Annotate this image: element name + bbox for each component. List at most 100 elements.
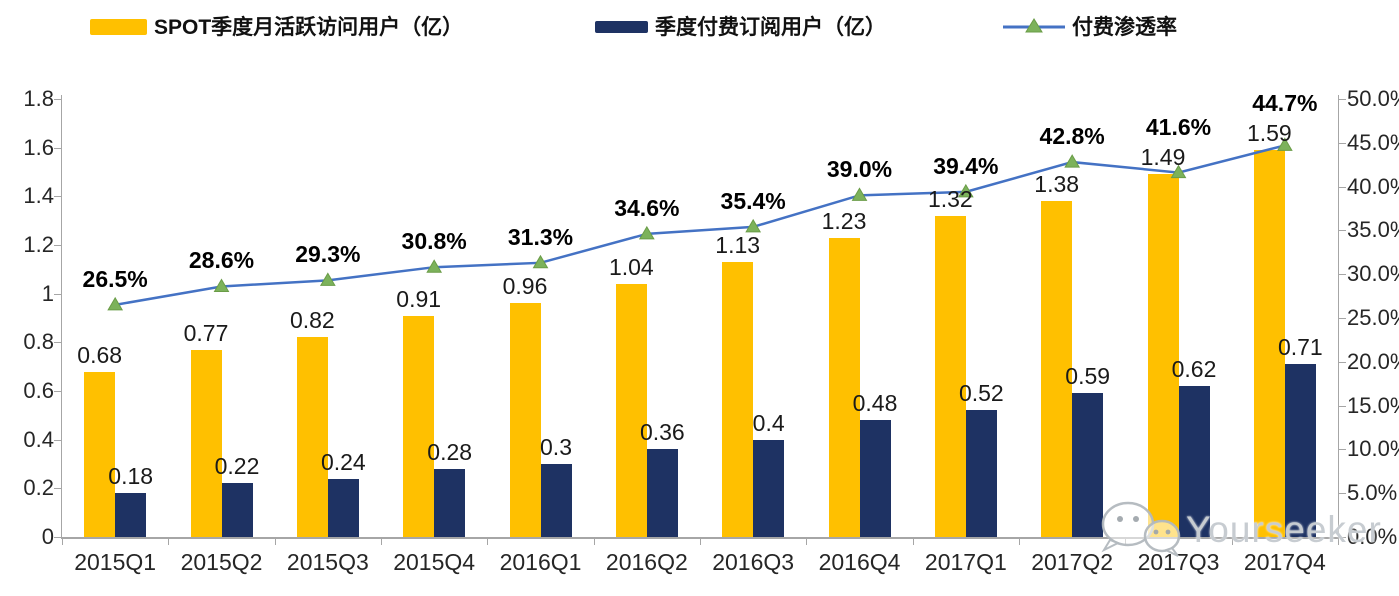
x-tick-label: 2016Q1 xyxy=(499,549,582,575)
x-axis-tick xyxy=(1019,537,1020,545)
bar-subs xyxy=(115,493,147,537)
y-right-tick-label: 0.0% xyxy=(1347,524,1398,549)
bar-subs xyxy=(753,439,785,537)
penetration-marker xyxy=(851,187,868,201)
bar-label-mau: 1.32 xyxy=(927,185,973,212)
bar-mau xyxy=(509,303,541,537)
y-right-tick xyxy=(1338,186,1346,188)
bar-subs xyxy=(221,483,253,537)
bar-label-mau: 0.77 xyxy=(183,319,229,346)
penetration-label: 39.4% xyxy=(933,152,999,179)
penetration-marker xyxy=(532,254,549,269)
legend-label-subs: 季度付费订阅用户（亿） xyxy=(655,15,886,39)
bar-label-mau: 1.49 xyxy=(1140,144,1186,171)
legend-label-mau: SPOT季度月活跃访问用户（亿） xyxy=(154,15,464,39)
x-tick-label: 2015Q1 xyxy=(74,549,157,575)
y-right-tick xyxy=(1338,493,1346,495)
bar-label-subs: 0.18 xyxy=(108,463,154,490)
bar-mau xyxy=(828,237,860,537)
penetration-marker xyxy=(1064,154,1081,168)
bar-label-subs: 0.62 xyxy=(1171,356,1217,383)
bar-label-subs: 0.52 xyxy=(958,380,1004,407)
y-axis-left xyxy=(61,95,62,538)
x-axis-tick xyxy=(62,537,63,545)
x-tick-label: 2015Q2 xyxy=(180,549,263,575)
bar-label-subs: 0.28 xyxy=(427,438,473,465)
y-left-tick-label: 0.6 xyxy=(23,378,54,403)
x-tick-label: 2016Q4 xyxy=(818,549,901,575)
y-left-tick xyxy=(54,99,62,100)
y-left-tick xyxy=(54,293,62,295)
penetration-label: 26.5% xyxy=(82,265,148,292)
bar-subs xyxy=(1284,364,1316,537)
y-left-tick xyxy=(54,196,62,198)
x-axis-tick xyxy=(1338,537,1339,545)
legend-swatch-subs-bar xyxy=(595,21,648,33)
x-tick-label: 2017Q3 xyxy=(1137,549,1220,575)
x-tick-label: 2017Q2 xyxy=(1031,549,1114,575)
y-left-tick-label: 0 xyxy=(41,524,54,549)
bar-label-mau: 1.23 xyxy=(821,207,867,234)
y-right-tick xyxy=(1338,230,1346,232)
bar-subs xyxy=(434,468,466,537)
y-right-tick-label: 10.0% xyxy=(1347,436,1399,462)
bar-label-subs: 0.22 xyxy=(214,453,260,480)
y-right-tick-label: 20.0% xyxy=(1347,348,1399,374)
penetration-marker xyxy=(426,259,443,273)
x-tick-label: 2015Q3 xyxy=(286,549,369,575)
y-right-tick xyxy=(1338,99,1346,100)
x-axis-tick xyxy=(593,537,595,545)
penetration-marker xyxy=(745,218,762,233)
penetration-label: 41.6% xyxy=(1145,114,1212,141)
y-left-tick-label: 1.8 xyxy=(23,86,54,111)
bar-subs xyxy=(1178,386,1210,537)
penetration-label: 44.7% xyxy=(1252,90,1318,117)
bar-label-mau: 1.59 xyxy=(1246,120,1292,147)
bar-label-mau: 0.91 xyxy=(396,285,442,312)
penetration-marker xyxy=(638,225,655,240)
x-axis-tick xyxy=(912,537,914,545)
x-axis-tick xyxy=(274,537,276,545)
x-axis-tick xyxy=(806,537,808,545)
penetration-label: 30.8% xyxy=(401,228,467,255)
y-left-tick xyxy=(54,245,62,246)
y-right-tick-label: 45.0% xyxy=(1347,129,1399,155)
penetration-marker xyxy=(107,296,124,311)
y-right-tick xyxy=(1338,318,1346,319)
x-axis-tick xyxy=(700,537,701,545)
y-left-tick xyxy=(54,439,62,441)
bar-mau xyxy=(722,262,754,537)
y-left-tick-label: 1.2 xyxy=(23,232,54,257)
legend-swatch-mau-bar xyxy=(90,19,147,35)
x-axis-tick xyxy=(1231,537,1233,545)
bar-label-mau: 1.04 xyxy=(608,253,654,280)
x-axis-tick xyxy=(168,537,170,545)
penetration-label: 28.6% xyxy=(188,247,255,274)
y-right-tick xyxy=(1338,142,1346,144)
x-axis-tick xyxy=(381,537,382,545)
bar-label-subs: 0.3 xyxy=(540,434,572,460)
y-left-tick-label: 0.2 xyxy=(23,475,54,501)
bar-label-subs: 0.48 xyxy=(852,390,898,417)
x-tick-label: 2016Q2 xyxy=(605,549,688,575)
y-left-tick xyxy=(54,488,62,490)
y-right-tick-label: 5.0% xyxy=(1347,480,1398,506)
y-right-tick-label: 50.0% xyxy=(1347,86,1399,111)
legend-line-triangle-icon xyxy=(1003,18,1065,33)
penetration-label: 42.8% xyxy=(1039,123,1105,150)
y-axis-right xyxy=(1338,95,1339,538)
y-right-tick xyxy=(1338,361,1346,363)
y-right-tick-label: 25.0% xyxy=(1347,305,1399,330)
y-right-tick-label: 35.0% xyxy=(1347,217,1399,243)
bar-label-mau: 1.13 xyxy=(715,232,761,259)
y-left-tick-label: 1 xyxy=(41,280,54,306)
y-left-tick-label: 0.4 xyxy=(23,426,54,452)
watermark: Yourseeker xyxy=(1094,498,1382,560)
bar-mau xyxy=(296,337,328,537)
y-right-tick xyxy=(1338,449,1346,451)
bar-label-subs: 0.4 xyxy=(752,409,785,436)
x-tick-label: 2016Q3 xyxy=(712,549,795,575)
bar-mau xyxy=(190,349,222,537)
y-right-tick-label: 40.0% xyxy=(1347,173,1399,199)
